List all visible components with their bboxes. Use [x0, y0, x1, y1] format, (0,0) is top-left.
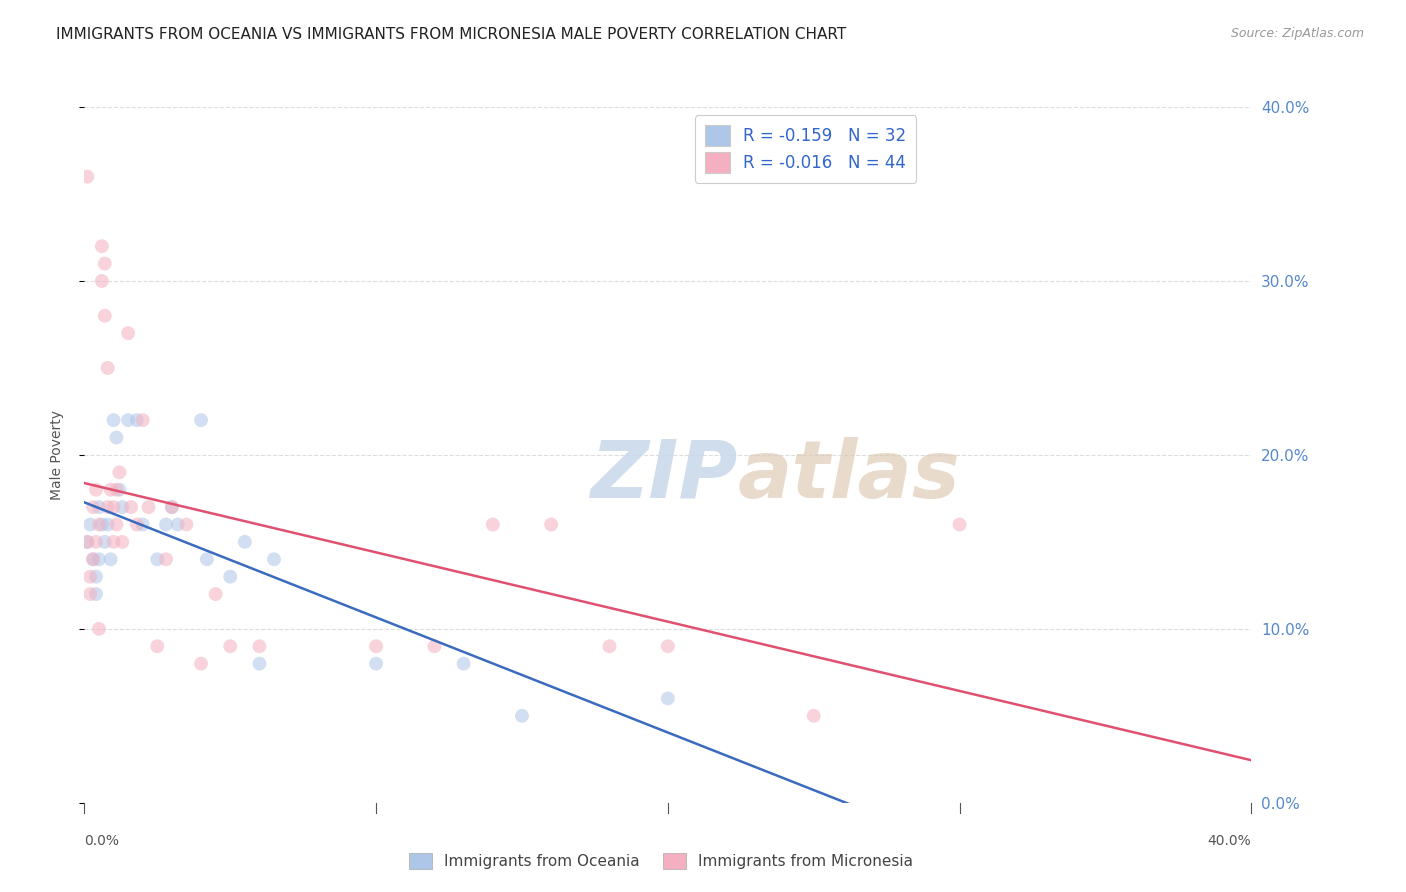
Point — [190, 657, 212, 671]
Point — [82, 552, 104, 566]
Point — [219, 639, 242, 653]
Point — [87, 552, 110, 566]
Point — [97, 360, 120, 375]
Point — [132, 517, 155, 532]
Point — [87, 622, 110, 636]
Point — [87, 500, 110, 514]
Point — [79, 517, 101, 532]
Point — [132, 413, 155, 427]
Point — [82, 500, 104, 514]
Point — [657, 691, 679, 706]
Point — [247, 639, 270, 653]
Point — [657, 639, 679, 653]
Point — [84, 534, 107, 549]
Point — [87, 517, 110, 532]
Text: IMMIGRANTS FROM OCEANIA VS IMMIGRANTS FROM MICRONESIA MALE POVERTY CORRELATION C: IMMIGRANTS FROM OCEANIA VS IMMIGRANTS FR… — [56, 27, 846, 42]
Text: 40.0%: 40.0% — [1208, 834, 1251, 848]
Point — [84, 587, 107, 601]
Point — [803, 708, 825, 723]
Point — [155, 552, 177, 566]
Point — [117, 326, 139, 340]
Point — [94, 309, 117, 323]
Point — [94, 534, 117, 549]
Point — [366, 657, 388, 671]
Point — [79, 570, 101, 584]
Point — [97, 517, 120, 532]
Point — [166, 517, 188, 532]
Point — [366, 639, 388, 653]
Point — [233, 534, 256, 549]
Point — [108, 483, 131, 497]
Point — [120, 500, 142, 514]
Point — [125, 517, 148, 532]
Point — [247, 657, 270, 671]
Point — [82, 552, 104, 566]
Point — [103, 534, 125, 549]
Point — [948, 517, 970, 532]
Point — [84, 483, 107, 497]
Point — [90, 274, 112, 288]
Point — [100, 552, 122, 566]
Legend: Immigrants from Oceania, Immigrants from Micronesia: Immigrants from Oceania, Immigrants from… — [402, 847, 920, 875]
Text: atlas: atlas — [738, 437, 960, 515]
Point — [105, 517, 128, 532]
Point — [105, 431, 128, 445]
Point — [90, 517, 112, 532]
Point — [84, 570, 107, 584]
Point — [108, 466, 131, 480]
Point — [97, 500, 120, 514]
Point — [423, 639, 446, 653]
Point — [105, 483, 128, 497]
Point — [103, 500, 125, 514]
Point — [599, 639, 621, 653]
Point — [79, 587, 101, 601]
Point — [103, 413, 125, 427]
Point — [111, 500, 134, 514]
Text: Source: ZipAtlas.com: Source: ZipAtlas.com — [1230, 27, 1364, 40]
Point — [146, 639, 169, 653]
Legend: R = -0.159   N = 32, R = -0.016   N = 44: R = -0.159 N = 32, R = -0.016 N = 44 — [695, 115, 917, 183]
Point — [510, 708, 533, 723]
Point — [125, 413, 148, 427]
Point — [195, 552, 218, 566]
Point — [100, 483, 122, 497]
Point — [90, 239, 112, 253]
Point — [94, 256, 117, 270]
Point — [481, 517, 505, 532]
Point — [190, 413, 212, 427]
Text: ZIP: ZIP — [591, 437, 738, 515]
Point — [263, 552, 285, 566]
Point — [160, 500, 183, 514]
Point — [155, 517, 177, 532]
Point — [219, 570, 242, 584]
Point — [204, 587, 226, 601]
Point — [76, 169, 98, 184]
Point — [146, 552, 169, 566]
Y-axis label: Male Poverty: Male Poverty — [49, 410, 63, 500]
Point — [540, 517, 562, 532]
Point — [76, 534, 98, 549]
Point — [111, 534, 134, 549]
Point — [138, 500, 160, 514]
Text: 0.0%: 0.0% — [84, 834, 120, 848]
Point — [453, 657, 475, 671]
Point — [176, 517, 198, 532]
Point — [160, 500, 183, 514]
Point — [117, 413, 139, 427]
Point — [76, 534, 98, 549]
